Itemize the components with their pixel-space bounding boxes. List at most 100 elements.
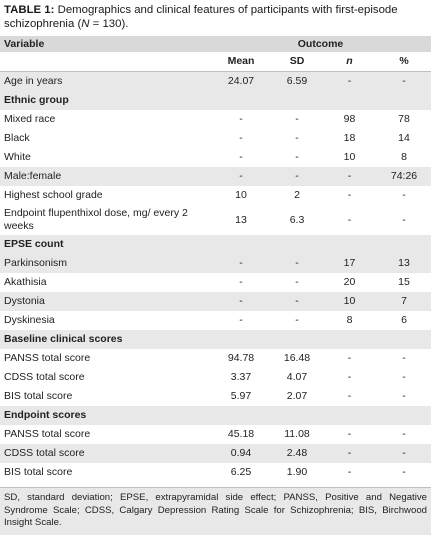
cell-mean: - [239,132,243,144]
cell-mean: 24.07 [210,71,272,91]
cell-n: - [347,189,352,201]
row-label: Mixed race [4,113,56,125]
cell-percent: 78 [398,113,410,125]
cell-sd: - [272,167,322,186]
section-row: Endpoint scores [0,406,431,425]
cell-percent: - [402,466,406,478]
cell-n: - [322,71,377,91]
cell-percent: - [402,371,406,383]
row-label: Male:female [0,167,210,186]
cell-percent: - [402,213,406,226]
cell-mean: - [239,113,243,125]
row-label: BIS total score [4,390,73,402]
cell-mean: - [239,314,243,326]
row-label: Age in years [0,71,210,91]
section-label: EPSE count [0,235,431,254]
cell-mean: 45.18 [227,428,255,440]
cell-sd: 11.08 [284,428,310,440]
table-row: Black - - 18 14 [0,129,431,148]
cell-sd: 16.48 [283,352,311,364]
cell-percent: 14 [398,132,410,144]
cell-sd: 2.48 [272,444,322,463]
cell-n: - [347,466,352,478]
cell-n: - [347,390,352,402]
header-outcome: Outcome [210,36,431,52]
cell-mean: 94.78 [227,352,255,364]
caption-text-before: Demographics and clinical features of pa… [4,4,398,30]
table-row: PANSS total score 94.78 16.48 - - [0,349,431,368]
caption-label: TABLE 1: [4,4,55,16]
row-label: CDSS total score [4,371,85,383]
row-label: Dystonia [0,292,210,311]
table-row: Parkinsonism - -17 13 [0,254,431,273]
caption-n-symbol: N [81,18,90,30]
cell-mean: 0.94 [210,444,272,463]
cell-percent: - [402,428,406,440]
cell-n: - [322,444,377,463]
cell-mean: 10 [235,189,247,201]
cell-mean: - [210,292,272,311]
cell-percent: 13 [377,254,431,273]
footnote-text: SD, standard deviation; EPSE, extrapyram… [4,492,427,528]
cell-n: 17 [322,254,377,273]
table-row: Dystonia - -10 7 [0,292,431,311]
header-row-top: Variable Outcome [0,36,431,52]
cell-n: 10 [322,292,377,311]
cell-n: 10 [343,151,356,163]
cell-sd: - [295,132,299,144]
caption-text-after: = 130). [89,18,129,30]
row-label: Black [4,132,30,144]
cell-n: - [347,371,352,383]
row-label: White [4,151,31,163]
cell-percent: 74:26 [377,167,431,186]
cell-mean: 3.37 [230,371,252,383]
cell-sd: 2.07 [286,390,308,402]
header-sd: SD [272,52,322,72]
table-footnote: SD, standard deviation; EPSE, extrapyram… [0,487,431,535]
cell-sd: - [295,314,299,326]
cell-percent: 7 [377,292,431,311]
section-row: EPSE count [0,235,431,254]
cell-n: 98 [343,113,356,125]
section-row: Baseline clinical scores [0,330,431,349]
table-row: BIS total score 5.97 2.07 - - [0,387,431,406]
table-row: Dyskinesia - - 8 6 [0,311,431,330]
cell-percent: - [402,352,406,364]
cell-percent: 15 [398,276,410,288]
table-row: Age in years 24.07 6.59- - [0,71,431,91]
cell-mean: 5.97 [230,390,252,402]
cell-sd: - [295,276,299,288]
table-row: Highest school grade 10 2 - - [0,186,431,205]
cell-sd: 4.07 [286,371,308,383]
cell-sd: 2 [294,189,300,201]
cell-sd: 6.59 [272,71,322,91]
cell-n: 18 [343,132,356,144]
table-row: White - - 10 8 [0,148,431,167]
cell-percent: - [402,390,406,402]
header-row-sub: Mean SD n % [0,52,431,72]
section-row: Ethnic group [0,91,431,110]
row-label: Highest school grade [4,189,103,201]
table-body: Age in years 24.07 6.59- - Ethnic group Mixed… [0,71,431,483]
section-label: Ethnic group [0,91,431,110]
cell-percent: - [402,189,406,201]
cell-sd: - [295,113,299,125]
header-mean: Mean [210,52,272,72]
row-label: PANSS total score [4,352,91,364]
cell-n: - [322,167,377,186]
cell-mean: 6.25 [230,466,252,478]
row-label: Dyskinesia [4,314,55,326]
row-label: PANSS total score [4,428,91,440]
table-row: PANSS total score 45.18 11.08 - - [0,425,431,444]
cell-percent: 6 [401,314,407,326]
row-label: CDSS total score [0,444,210,463]
row-label: BIS total score [4,466,73,478]
cell-sd: - [272,292,322,311]
header-n: n [322,52,377,72]
cell-mean: 13 [235,213,247,226]
cell-mean: - [210,167,272,186]
cell-mean: - [210,254,272,273]
cell-n: - [347,352,352,364]
table-row: BIS total score 6.25 1.90 - - [0,463,431,482]
